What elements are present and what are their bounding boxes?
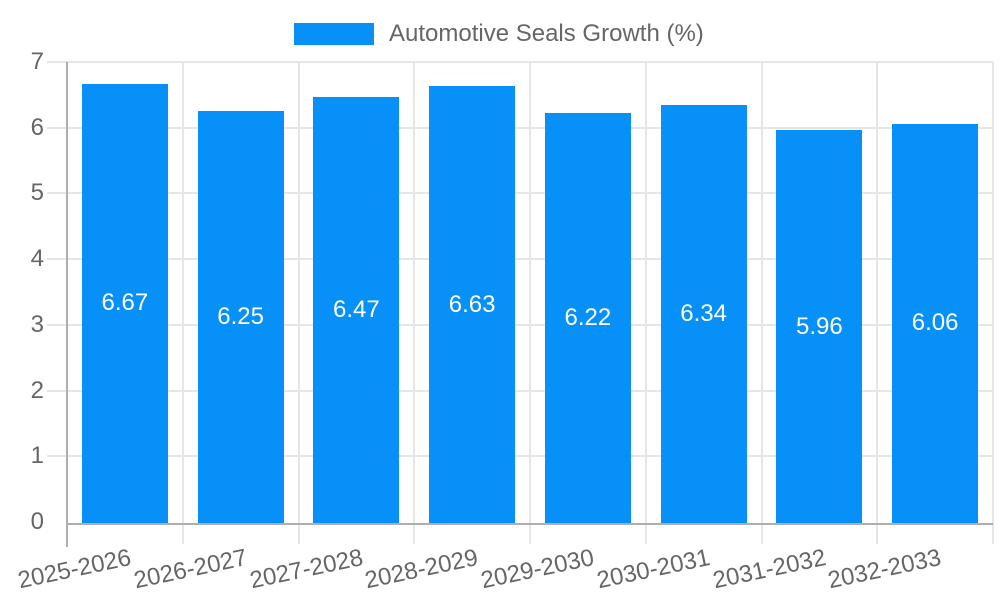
bar-value-label: 6.25 [217, 303, 264, 331]
bar-value-label: 6.63 [448, 290, 496, 318]
bar-2025-2026[interactable]: 6.67 [81, 83, 168, 523]
y-tick-mark [47, 323, 67, 326]
v-gridline [297, 62, 300, 544]
v-gridline [876, 62, 879, 544]
y-tick-label: 6 [30, 113, 44, 141]
x-tick-label: 2028-2029 [362, 544, 481, 595]
y-tick-label: 3 [30, 310, 44, 338]
y-tick-label: 5 [30, 179, 44, 207]
y-tick-label: 7 [30, 48, 44, 75]
y-axis-line [66, 62, 68, 547]
x-axis-baseline [67, 522, 993, 525]
bar-2027-2028[interactable]: 6.47 [313, 96, 400, 523]
y-tick-mark [47, 61, 67, 63]
bar-value-label: 6.22 [564, 304, 612, 332]
v-gridline [181, 62, 184, 544]
y-tick-mark [47, 258, 67, 261]
v-gridline [529, 62, 531, 544]
bar-2029-2030[interactable]: 6.22 [544, 113, 631, 523]
bar-2030-2031[interactable]: 6.34 [660, 105, 747, 523]
legend-label: Automotive Seals Growth (%) [389, 20, 704, 47]
v-gridline [413, 62, 416, 544]
y-tick-mark [47, 389, 67, 392]
y-tick-mark [47, 192, 67, 195]
bar-value-label: 5.96 [796, 312, 843, 340]
bar-2028-2029[interactable]: 6.63 [429, 86, 516, 523]
legend-item[interactable]: Automotive Seals Growth (%) [294, 20, 704, 48]
bar-2031-2032[interactable]: 5.96 [776, 130, 863, 523]
x-tick-label: 2026-2027 [131, 544, 250, 595]
legend-swatch-icon [294, 23, 374, 45]
v-gridline [760, 62, 763, 544]
x-tick-label: 2032-2033 [825, 544, 944, 595]
y-tick-label: 1 [30, 442, 44, 470]
v-gridline [992, 62, 994, 544]
bar-value-label: 6.47 [333, 295, 380, 323]
bar-value-label: 6.67 [101, 289, 149, 317]
y-tick-label: 4 [30, 245, 44, 273]
bar-value-label: 6.34 [680, 300, 727, 328]
bar-2032-2033[interactable]: 6.06 [892, 123, 979, 523]
x-tick-label: 2029-2030 [478, 544, 597, 595]
x-tick-label: 2025-2026 [15, 544, 134, 595]
x-tick-label: 2031-2032 [710, 544, 828, 595]
y-tick-mark [47, 455, 67, 458]
x-tick-label: 2030-2031 [594, 544, 713, 595]
bar-value-label: 6.06 [911, 309, 959, 337]
x-tick-label: 2027-2028 [247, 544, 365, 595]
v-gridline [644, 62, 647, 544]
y-tick-mark [47, 126, 67, 129]
bar-2026-2027[interactable]: 6.25 [197, 111, 284, 523]
y-tick-label: 2 [30, 376, 44, 404]
y-tick-label: 0 [30, 508, 44, 535]
